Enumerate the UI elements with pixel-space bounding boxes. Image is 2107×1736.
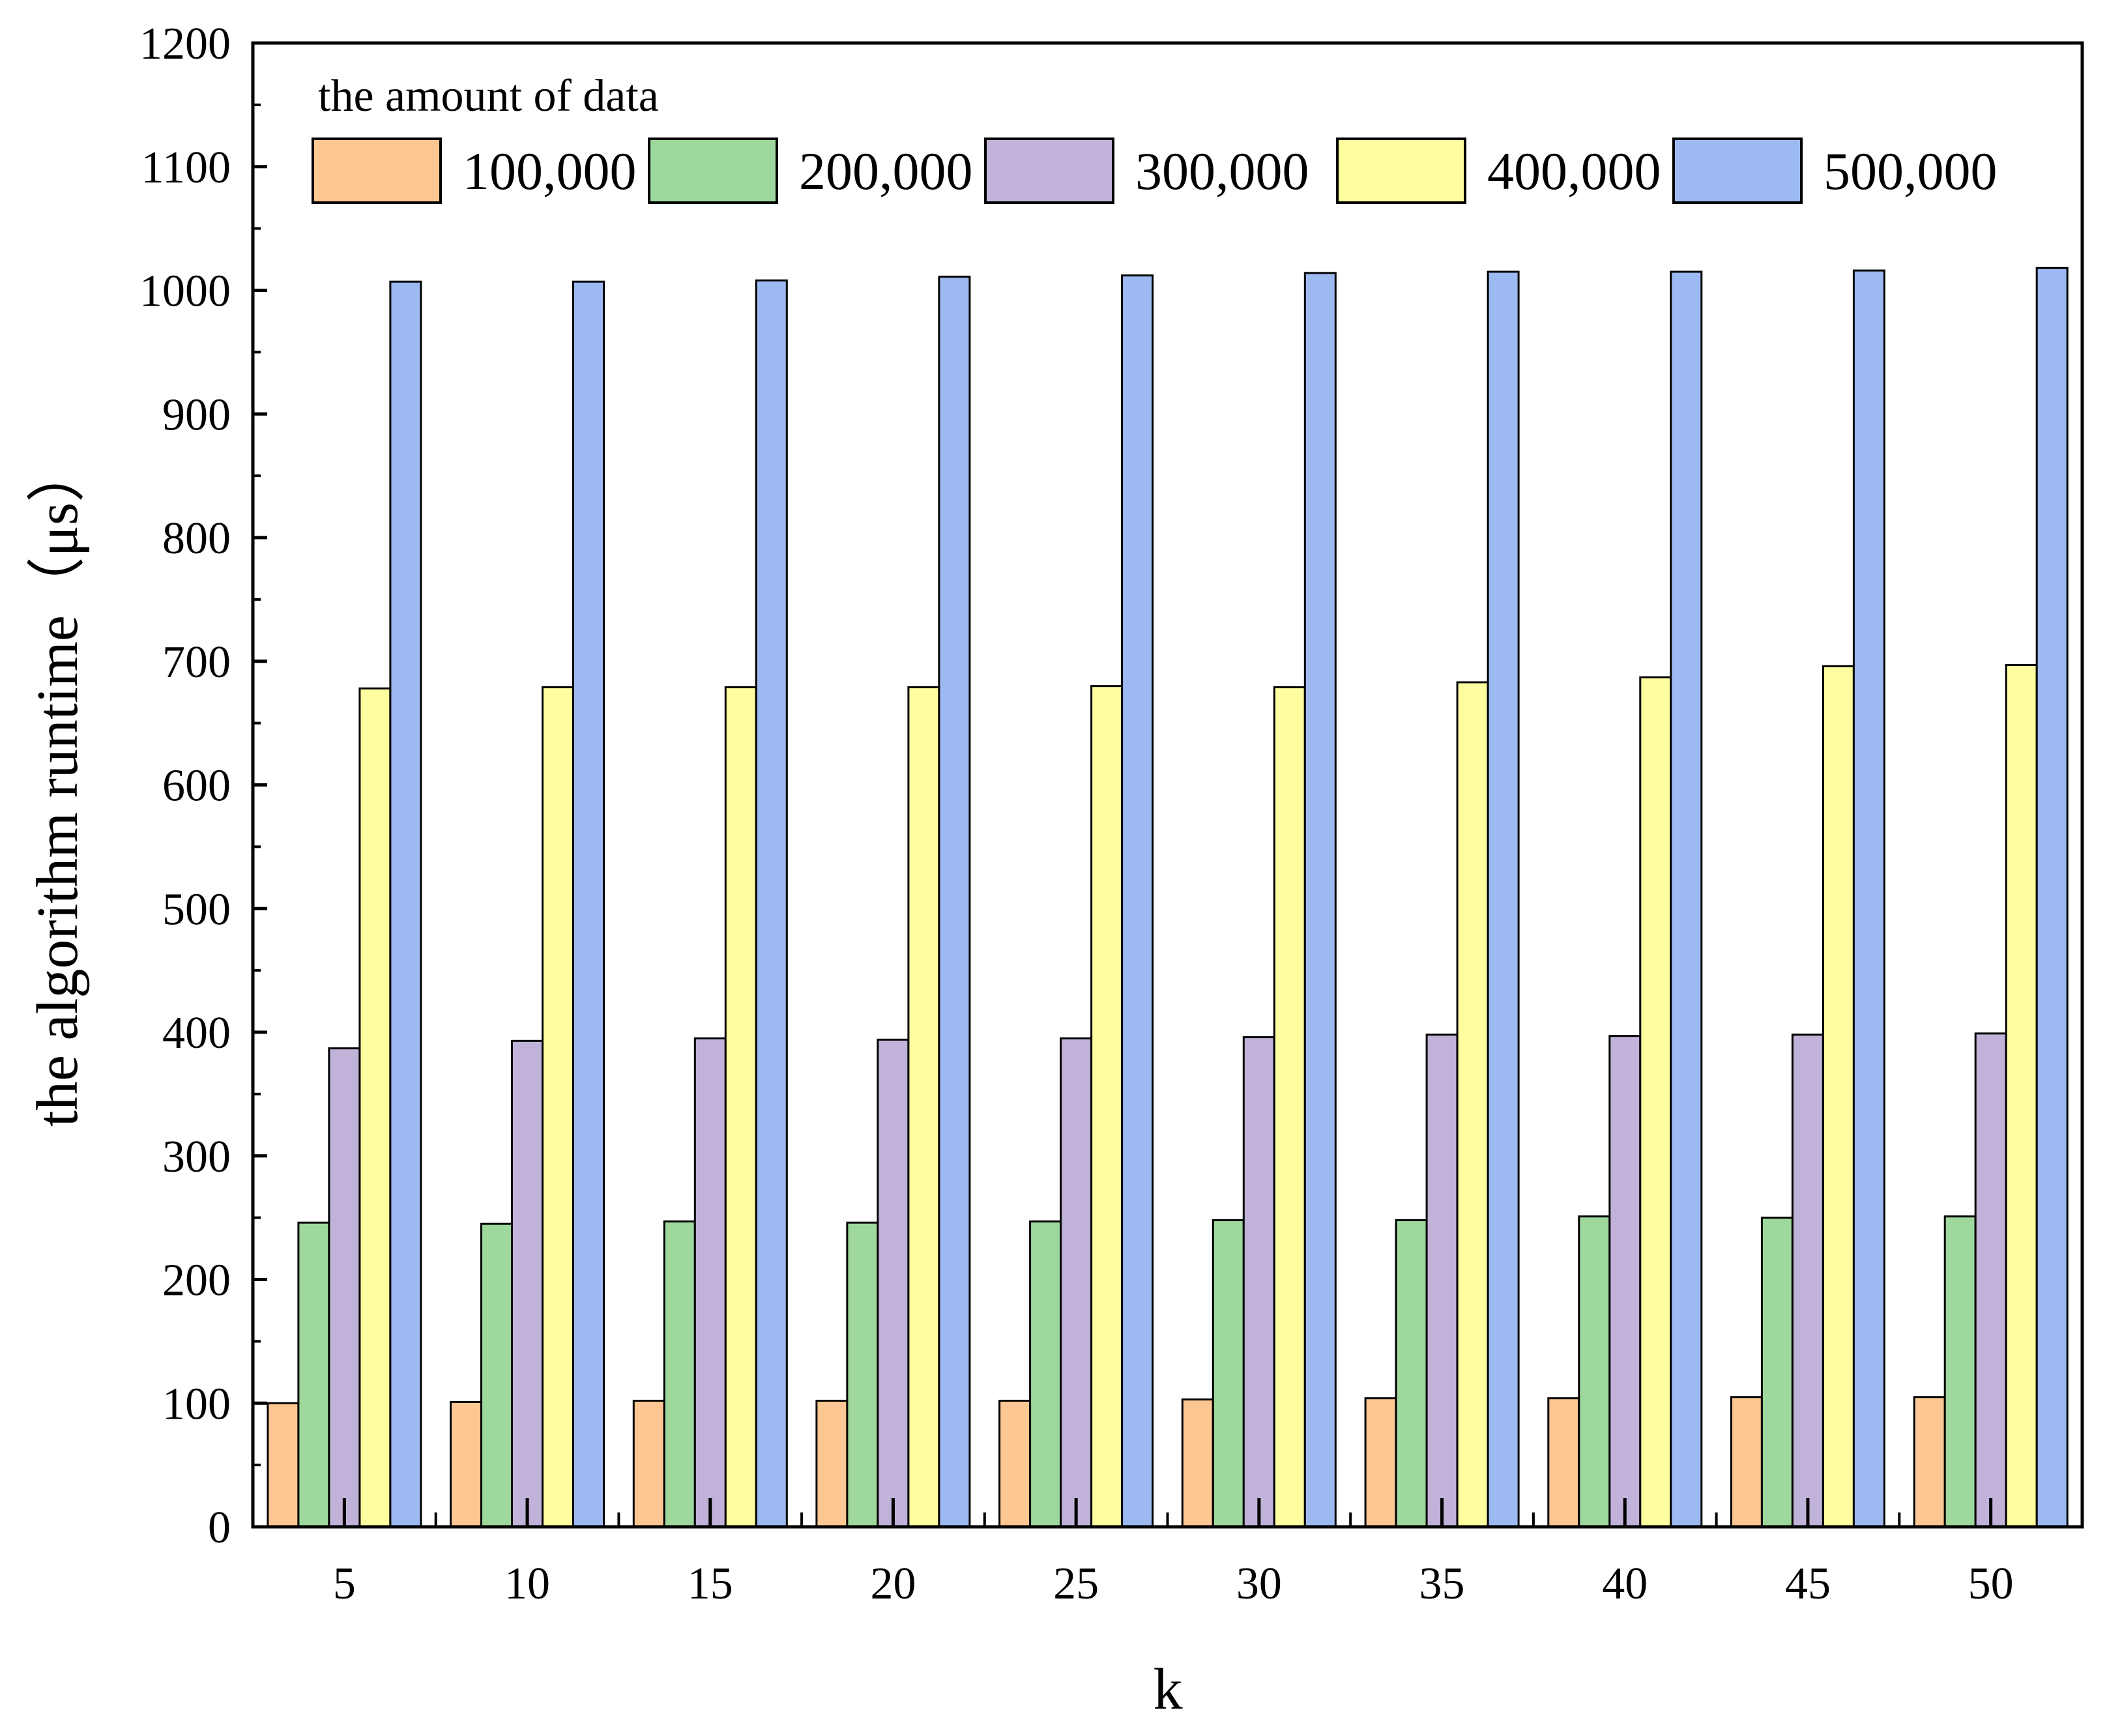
y-tick-label: 400 [162,1008,231,1058]
bar-300000-k30 [1242,1036,1275,1528]
bar-400000-k5 [358,687,392,1528]
bar-100000-k25 [998,1400,1032,1528]
bar-500000-k5 [389,280,422,1528]
legend: the amount of data 100,000 200,000 300,000… [312,71,1998,204]
bar-100000-k5 [267,1402,300,1528]
bar-200000-k30 [1212,1219,1245,1528]
bar-200000-k40 [1578,1215,1611,1528]
bar-400000-k50 [2005,663,2038,1528]
bar-100000-k10 [450,1400,482,1528]
y-axis-title: the algorithm runtime（μs） [25,444,90,1127]
y-tick-label: 200 [162,1256,231,1306]
bar-300000-k45 [1791,1034,1824,1528]
bar-300000-k10 [511,1039,544,1528]
bar-500000-k15 [755,279,788,1528]
bar-400000-k20 [907,686,940,1528]
legend-label-400000: 400,000 [1487,141,1661,201]
x-tick-label: 35 [1419,1559,1465,1609]
bar-400000-k40 [1639,676,1672,1528]
bar-200000-k5 [297,1221,330,1528]
bar-100000-k40 [1547,1397,1580,1528]
x-tick-label: 25 [1053,1559,1099,1609]
y-tick-label: 900 [162,390,231,440]
legend-label-500000: 500,000 [1824,141,1998,201]
bar-300000-k40 [1608,1035,1642,1528]
bar-300000-k20 [877,1038,910,1528]
y-tick-label: 700 [162,637,231,687]
bar-300000-k35 [1425,1034,1459,1528]
bar-500000-k25 [1121,274,1154,1528]
y-tick-label: 0 [208,1503,231,1553]
bar-500000-k45 [1852,269,1885,1528]
axes-layer: 0 100 200 300 400 500 600 700 800 900 1000 1100 1200… [139,19,2084,1609]
bars-layer [267,267,2069,1528]
bar-300000-k5 [328,1047,361,1528]
y-tick-label: 800 [162,514,231,564]
bar-200000-k15 [663,1220,696,1528]
x-tick-label: 45 [1785,1559,1831,1609]
x-tick-label: 5 [333,1559,356,1609]
x-tick-label: 50 [1968,1559,2014,1609]
legend-label-300000: 300,000 [1135,141,1309,201]
legend-swatch-300000 [984,137,1114,204]
bar-500000-k10 [572,280,605,1528]
y-tick-label: 600 [162,761,231,811]
y-tick-label: 1200 [139,19,231,69]
legend-label-100000: 100,000 [463,141,637,201]
bar-500000-k30 [1303,272,1337,1528]
x-tick-label: 40 [1602,1559,1648,1609]
bar-200000-k10 [480,1222,513,1528]
bar-300000-k50 [1974,1032,2007,1528]
x-tick-label: 10 [504,1559,550,1609]
y-tick-label: 100 [162,1379,231,1429]
bar-100000-k35 [1364,1397,1397,1528]
legend-swatch-400000 [1336,137,1466,204]
bar-400000-k10 [542,686,574,1528]
bar-400000-k25 [1090,685,1124,1528]
bar-200000-k50 [1943,1215,1977,1528]
y-tick-label: 300 [162,1132,231,1182]
bar-400000-k15 [724,686,757,1528]
legend-title: the amount of data [318,71,659,121]
bar-500000-k40 [1670,270,1703,1528]
x-tick-label: 30 [1236,1559,1282,1609]
bar-100000-k50 [1913,1396,1946,1528]
legend-label-200000: 200,000 [799,141,973,201]
bar-500000-k50 [2035,267,2069,1528]
bar-500000-k20 [938,276,971,1528]
bar-200000-k25 [1029,1220,1062,1528]
y-tick-label: 1100 [141,143,231,193]
bar-300000-k25 [1060,1037,1093,1528]
bar-200000-k35 [1395,1219,1428,1528]
bar-100000-k45 [1730,1396,1763,1528]
x-axis-title: k [1154,1657,1183,1722]
bar-400000-k30 [1273,686,1306,1528]
bar-300000-k15 [693,1037,727,1528]
y-tick-label: 500 [162,884,231,934]
bar-200000-k45 [1760,1217,1794,1528]
legend-swatch-100000 [312,137,442,204]
x-tick-label: 20 [870,1559,916,1609]
x-tick-label: 15 [688,1559,733,1609]
bar-100000-k15 [632,1400,665,1528]
y-tick-label: 1000 [139,267,231,317]
legend-swatch-200000 [648,137,778,204]
bar-400000-k35 [1456,681,1489,1528]
legend-swatch-500000 [1672,137,1803,204]
bar-100000-k20 [815,1400,849,1528]
bar-200000-k20 [846,1221,879,1528]
bar-100000-k30 [1181,1398,1214,1528]
bar-400000-k45 [1822,665,1855,1528]
bar-500000-k35 [1487,270,1520,1528]
